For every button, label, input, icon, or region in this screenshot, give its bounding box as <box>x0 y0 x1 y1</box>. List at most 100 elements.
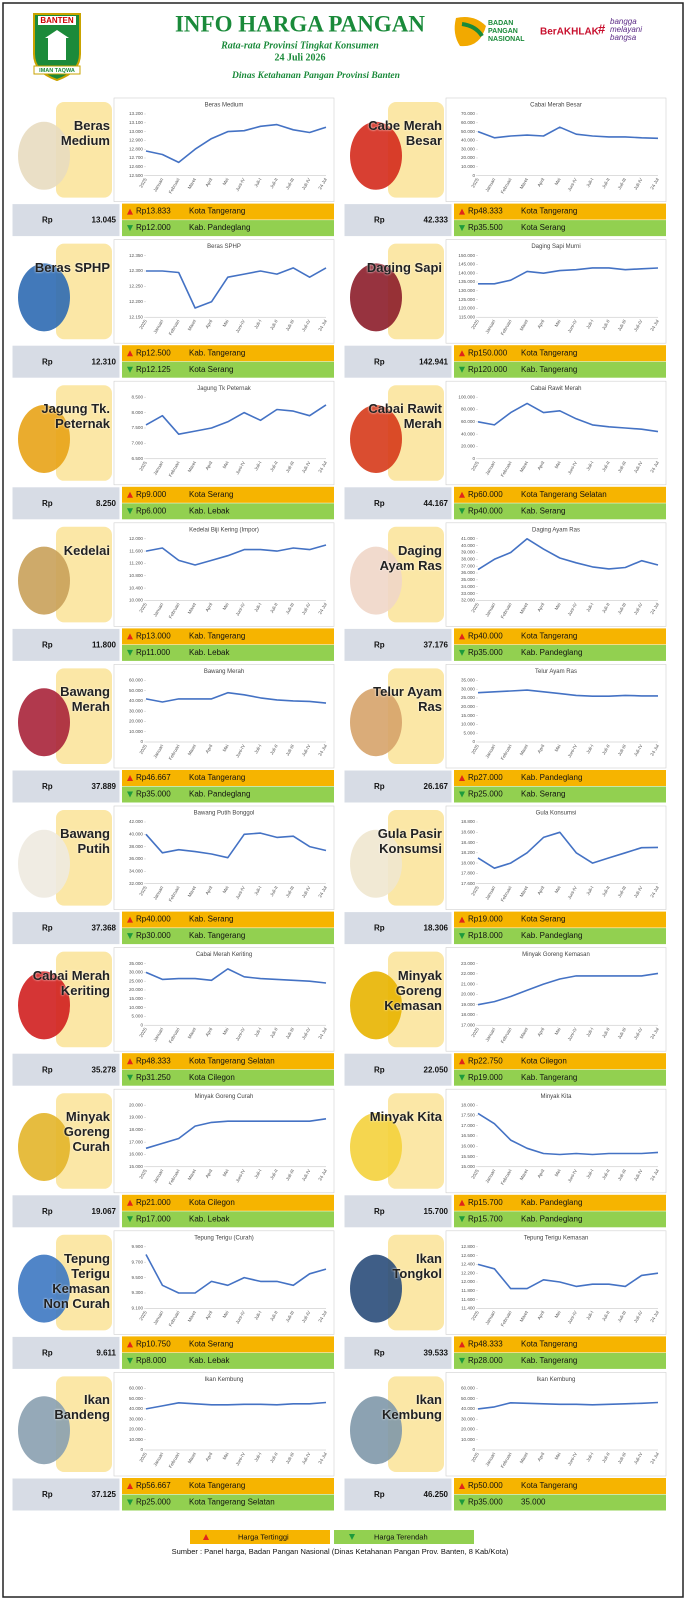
x-tick-label: April <box>204 460 213 470</box>
x-tick-label: Juli-IV <box>301 743 312 757</box>
chart-title: Kedelai Biji Kering (Impor) <box>189 527 259 533</box>
panels: Beras Medium Beras Medium 12.500 12.600 12.7… <box>11 97 667 1512</box>
image-caption: Ikan Kembung <box>382 1392 442 1423</box>
x-tick-label: Maret <box>519 318 530 331</box>
y-tick-label: 39.000 <box>461 550 475 555</box>
x-tick-label: Juli-III <box>617 602 627 615</box>
average-price: 37.176 <box>424 641 449 650</box>
chart-frame <box>113 1372 335 1477</box>
highest-region: Kota Tangerang <box>521 207 577 216</box>
x-tick-label: Juli-III <box>285 602 295 615</box>
x-tick-label: Januari <box>484 1310 496 1326</box>
x-tick-label: Januari <box>484 177 496 193</box>
highest-region: Kota Serang <box>189 490 233 499</box>
x-tick-label: 24 Jul <box>317 744 327 757</box>
x-tick-label: Juli-I <box>585 319 594 330</box>
chart-frame <box>445 664 667 769</box>
x-tick-label: Juli-I <box>253 1168 262 1179</box>
x-tick-label: Mei <box>554 1168 562 1177</box>
price-line <box>477 1401 659 1410</box>
highest-row <box>454 345 666 362</box>
x-tick-label: Maret <box>519 460 530 473</box>
y-tick-label: 17.000 <box>129 1139 143 1144</box>
highest-price: Rp15.700 <box>468 1198 503 1207</box>
chart-title: Minyak Goreng Curah <box>195 1094 254 1100</box>
currency: Rp <box>374 1207 385 1216</box>
x-tick-label: Juli-II <box>601 1452 611 1464</box>
x-tick-label: Juli-III <box>617 744 627 757</box>
y-tick-label: 60.000 <box>461 1386 475 1391</box>
price-line <box>145 1254 327 1294</box>
chart-title: Daging Ayam Ras <box>532 527 580 533</box>
lowest-row <box>454 1069 666 1086</box>
tagline-box: bangga melayani bangsa <box>610 18 642 42</box>
x-tick-label: Juli-II <box>269 1310 279 1322</box>
legend-low-label: Harga Terendah <box>374 1532 428 1541</box>
highest-region: Kota Cilegon <box>521 1056 567 1065</box>
x-tick-label: Juli-II <box>269 1168 279 1180</box>
chart-frame <box>113 97 335 202</box>
x-tick-label: Januari <box>484 1168 496 1184</box>
x-tick-label: Juli-II <box>269 744 279 756</box>
y-tick-label: 30.000 <box>129 708 143 713</box>
y-tick-label: 30.000 <box>461 1416 475 1421</box>
lowest-price: Rp17.000 <box>136 1214 171 1223</box>
y-tick-label: 9.500 <box>132 1275 144 1280</box>
y-tick-label: 10.000 <box>129 1437 143 1442</box>
image-illustration <box>18 121 70 190</box>
y-tick-label: 12.200 <box>129 299 143 304</box>
lowest-row <box>122 1211 334 1228</box>
image-illustration <box>350 971 402 1040</box>
y-tick-label: 60.000 <box>461 120 475 125</box>
average-price: 8.250 <box>96 499 117 508</box>
commodity-panel: Ikan Bandeng Ikan Kembung 0 10.000 20.000 30.… <box>11 1372 335 1512</box>
highest-price: Rp13.000 <box>136 632 171 641</box>
image-illustration <box>18 1254 70 1323</box>
highest-icon <box>459 491 465 498</box>
y-tick-label: 17.800 <box>461 871 475 876</box>
highest-price: Rp46.667 <box>136 773 171 782</box>
y-tick-label: 21.000 <box>461 981 475 986</box>
x-tick-label: Juli-IV <box>301 1309 312 1323</box>
average-price: 37.125 <box>92 1490 117 1499</box>
price-line <box>477 126 659 140</box>
logo-building <box>45 30 69 60</box>
y-tick-label: 16.000 <box>461 1143 475 1148</box>
lowest-icon <box>459 1499 465 1506</box>
average-price: 42.333 <box>424 216 449 225</box>
highest-region: Kota Tangerang Selatan <box>189 1056 275 1065</box>
x-tick-label: 24 Jul <box>649 1310 659 1323</box>
y-tick-label: 12.700 <box>129 155 143 160</box>
highest-row <box>454 770 666 786</box>
y-tick-label: 135.000 <box>458 279 475 284</box>
y-tick-label: 0 <box>472 739 475 744</box>
commodity-panel: Cabai Merah Keriting Cabai Merah Keriting… <box>11 947 335 1087</box>
x-tick-label: 2025 <box>138 743 148 755</box>
image-illustration <box>18 1113 70 1181</box>
x-tick-label: April <box>204 319 213 329</box>
lowest-region: Kab. Pandeglang <box>189 790 250 799</box>
chart-frame <box>113 380 335 486</box>
currency: Rp <box>42 1207 53 1216</box>
commodity-panel: Minyak Kita Minyak Kita 15.000 15.500 16.000… <box>343 1088 667 1229</box>
image-label-bg <box>56 951 112 1048</box>
x-tick-label: Juni-IV <box>235 1309 247 1325</box>
y-tick-label: 35.000 <box>129 961 143 966</box>
lowest-region: Kab. Tangerang <box>521 1073 577 1082</box>
lowest-region: Kab. Pandeglang <box>521 931 582 940</box>
x-tick-label: 2025 <box>138 885 148 897</box>
lowest-icon <box>127 1499 133 1506</box>
highest-price: Rp48.333 <box>468 207 503 216</box>
chart-frame <box>445 1372 667 1477</box>
x-tick-label: Mei <box>222 602 230 611</box>
chart-title: Tepung Terigu (Curah) <box>194 1235 254 1241</box>
bpn-label: BADAN PANGAN NASIONAL <box>488 20 525 43</box>
lowest-price: Rp19.000 <box>468 1073 503 1082</box>
x-tick-label: Juli-IV <box>301 318 312 332</box>
x-tick-label: Mei <box>222 885 230 894</box>
image-label-bg <box>56 526 112 623</box>
lowest-icon <box>127 1357 133 1364</box>
image-illustration <box>18 405 70 473</box>
y-tick-label: 12.500 <box>129 173 143 178</box>
lowest-price: Rp18.000 <box>468 931 503 940</box>
